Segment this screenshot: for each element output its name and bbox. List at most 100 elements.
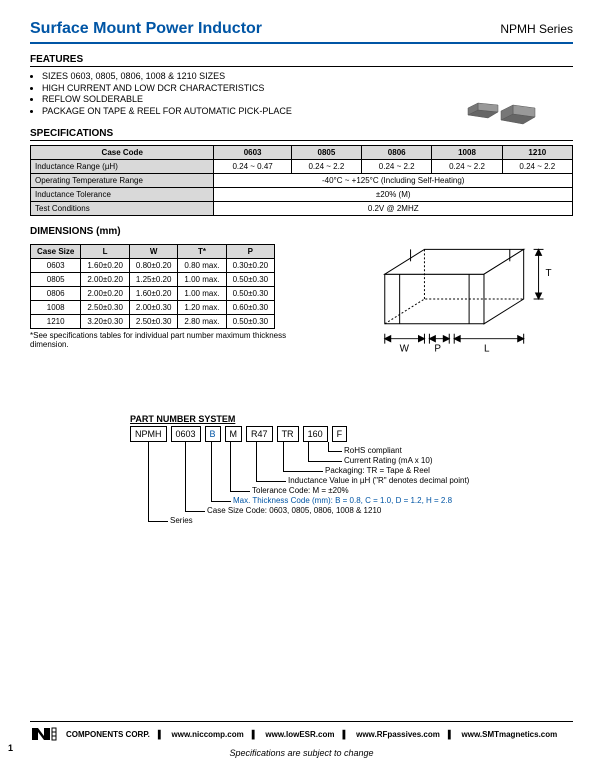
cell: 0.60±0.30 xyxy=(226,300,275,314)
pn-head: PART NUMBER SYSTEM xyxy=(130,414,573,424)
dim-label-w: W xyxy=(399,343,409,354)
cell: 2.00±0.20 xyxy=(81,272,130,286)
cell: 1008 xyxy=(31,300,81,314)
cell: 1.00 max. xyxy=(178,272,226,286)
cell: 0.50±0.30 xyxy=(226,272,275,286)
cell: 2.80 max. xyxy=(178,314,226,328)
cell: 0805 xyxy=(31,272,81,286)
footer-corp: COMPONENTS CORP. xyxy=(66,730,150,739)
footer-change: Specifications are subject to change xyxy=(30,748,573,758)
cell: 1.60±0.20 xyxy=(81,258,130,272)
cell: 0.30±0.20 xyxy=(226,258,275,272)
pn-label: Series xyxy=(170,516,193,525)
title-bar: Surface Mount Power Inductor NPMH Series xyxy=(30,20,573,44)
row-label: Inductance Tolerance xyxy=(31,187,214,201)
pn-label: Tolerance Code: M = ±20% xyxy=(252,486,349,495)
product-image xyxy=(463,90,543,130)
cell: 0.24 ~ 2.2 xyxy=(291,159,361,173)
pn-label: Max. Thickness Code (mm): B = 0.8, C = 1… xyxy=(233,496,452,505)
pn-labels: RoHS compliant Current Rating (mA x 10) … xyxy=(130,442,573,562)
spec-table: Case Code 0603 0805 0806 1008 1210 Induc… xyxy=(30,145,573,216)
dim-label-p: P xyxy=(434,343,441,354)
col-header: 1008 xyxy=(432,145,502,159)
cell: 0.24 ~ 0.47 xyxy=(214,159,291,173)
pn-label: Case Size Code: 0603, 0805, 0806, 1008 &… xyxy=(207,506,381,515)
footer-link: www.RFpassives.com xyxy=(356,730,440,739)
cell: 0.24 ~ 2.2 xyxy=(362,159,432,173)
pn-box: 0603 xyxy=(171,426,201,442)
dim-label-t: T xyxy=(545,268,551,279)
pn-label: Inductance Value in µH ("R" denotes deci… xyxy=(288,476,469,485)
table-row: Case Code 0603 0805 0806 1008 1210 xyxy=(31,145,573,159)
row-label: Test Conditions xyxy=(31,201,214,215)
dim-table: Case Size L W T* P 06031.60±0.200.80±0.2… xyxy=(30,244,275,329)
pn-label: Packaging: TR = Tape & Reel xyxy=(325,466,430,475)
dim-note: *See specifications tables for individua… xyxy=(30,331,325,349)
row-label: Operating Temperature Range xyxy=(31,173,214,187)
pn-boxes: NPMH 0603 B M R47 TR 160 F xyxy=(130,426,573,442)
col-header: 1210 xyxy=(502,145,572,159)
col-header: T* xyxy=(178,244,226,258)
footer: COMPONENTS CORP. ▌www.niccomp.com ▌www.l… xyxy=(30,721,573,758)
col-header: W xyxy=(129,244,178,258)
pn-box: R47 xyxy=(246,426,273,442)
table-row: Test Conditions 0.2V @ 2MHZ xyxy=(31,201,573,215)
cell: 0.24 ~ 2.2 xyxy=(432,159,502,173)
col-header: L xyxy=(81,244,130,258)
row-label: Inductance Range (µH) xyxy=(31,159,214,173)
cell: ±20% (M) xyxy=(214,187,573,201)
cell: 0.80 max. xyxy=(178,258,226,272)
table-row: 08052.00±0.201.25±0.201.00 max.0.50±0.30 xyxy=(31,272,275,286)
col-header: 0603 xyxy=(214,145,291,159)
table-row: 12103.20±0.302.50±0.302.80 max.0.50±0.30 xyxy=(31,314,275,328)
cell: 1.25±0.20 xyxy=(129,272,178,286)
feature-item: SIZES 0603, 0805, 0806, 1008 & 1210 SIZE… xyxy=(42,71,573,83)
table-row: Operating Temperature Range -40°C ~ +125… xyxy=(31,173,573,187)
cell: 2.50±0.30 xyxy=(129,314,178,328)
pn-box: TR xyxy=(277,426,299,442)
pn-label: Current Rating (mA x 10) xyxy=(344,456,432,465)
cell: 2.00±0.20 xyxy=(81,286,130,300)
cell: 0806 xyxy=(31,286,81,300)
cell: 2.50±0.30 xyxy=(81,300,130,314)
table-row: 06031.60±0.200.80±0.200.80 max.0.30±0.20 xyxy=(31,258,275,272)
footer-link: www.lowESR.com xyxy=(265,730,334,739)
col-header: 0805 xyxy=(291,145,361,159)
pn-box: F xyxy=(332,426,348,442)
pn-box: M xyxy=(225,426,243,442)
cell: 1.20 max. xyxy=(178,300,226,314)
pn-box: NPMH xyxy=(130,426,167,442)
table-row: Case Size L W T* P xyxy=(31,244,275,258)
table-row: Inductance Range (µH) 0.24 ~ 0.47 0.24 ~… xyxy=(31,159,573,173)
col-header: Case Size xyxy=(31,244,81,258)
table-row: Inductance Tolerance ±20% (M) xyxy=(31,187,573,201)
col-header: P xyxy=(226,244,275,258)
series-label: NPMH Series xyxy=(500,22,573,36)
footer-link: www.niccomp.com xyxy=(172,730,244,739)
footer-link: www.SMTmagnetics.com xyxy=(462,730,558,739)
page-number: 1 xyxy=(8,743,13,753)
cell: 0.50±0.30 xyxy=(226,314,275,328)
pn-box: B xyxy=(205,426,221,442)
cell: 1.60±0.20 xyxy=(129,286,178,300)
col-header: 0806 xyxy=(362,145,432,159)
cell: 0.50±0.30 xyxy=(226,286,275,300)
table-row: 10082.50±0.302.00±0.301.20 max.0.60±0.30 xyxy=(31,300,275,314)
dim-label-l: L xyxy=(484,343,490,354)
pn-label: RoHS compliant xyxy=(344,446,402,455)
col-header: Case Code xyxy=(31,145,214,159)
features-head: FEATURES xyxy=(30,54,573,67)
cell: 0603 xyxy=(31,258,81,272)
cell: 1.00 max. xyxy=(178,286,226,300)
dimension-diagram: W P L T xyxy=(355,234,573,364)
logo-icon xyxy=(30,726,58,742)
cell: 0.2V @ 2MHZ xyxy=(214,201,573,215)
pn-box: 160 xyxy=(303,426,328,442)
cell: 2.00±0.30 xyxy=(129,300,178,314)
cell: 3.20±0.30 xyxy=(81,314,130,328)
cell: -40°C ~ +125°C (Including Self-Heating) xyxy=(214,173,573,187)
page-title: Surface Mount Power Inductor xyxy=(30,20,262,38)
cell: 0.80±0.20 xyxy=(129,258,178,272)
cell: 1210 xyxy=(31,314,81,328)
part-number-section: PART NUMBER SYSTEM NPMH 0603 B M R47 TR … xyxy=(130,414,573,562)
